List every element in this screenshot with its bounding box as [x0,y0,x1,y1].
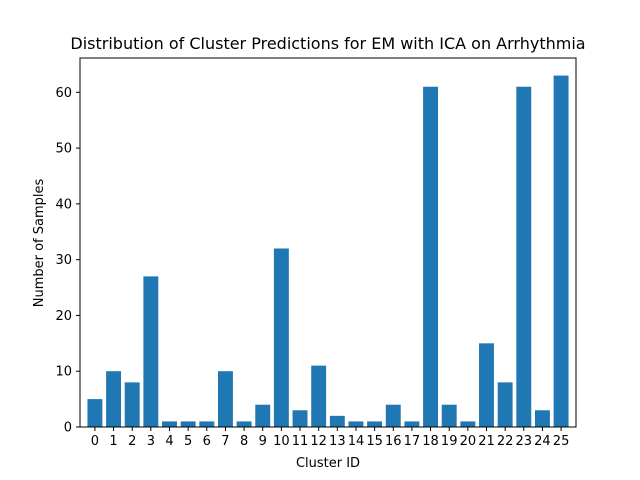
x-tick-label: 9 [259,434,267,449]
y-tick-label: 50 [55,142,72,157]
bar-cluster-17 [404,421,420,427]
bar-cluster-22 [497,382,513,427]
x-tick-label: 19 [441,434,458,449]
x-tick-label: 25 [553,434,570,449]
x-tick-label: 16 [385,434,402,449]
bar-cluster-1 [106,371,122,427]
bar-cluster-19 [441,404,457,427]
x-tick-label: 7 [221,434,229,449]
x-tick-label: 10 [273,434,290,449]
x-tick-label: 17 [404,434,421,449]
bar-cluster-5 [180,421,196,427]
y-tick-label: 40 [55,197,72,212]
bar-cluster-9 [255,404,271,427]
bar-cluster-25 [553,75,569,428]
y-tick-label: 10 [55,365,72,380]
x-axis-ticks: 0 1 2 3 4 5 6 7 8 9 10 11 12 13 14 15 16 17 18 19 20 21 22 23 24… [91,427,570,449]
y-tick-label: 60 [55,86,72,101]
x-tick-label: 21 [478,434,495,449]
y-axis-label: Number of Samples [32,179,47,308]
y-axis-ticks: 0 10 20 30 40 50 60 [55,86,80,436]
bar-cluster-16 [385,404,401,427]
bar-cluster-24 [534,410,550,427]
x-tick-label: 12 [310,434,327,449]
chart-title: Distribution of Cluster Predictions for … [70,34,585,53]
x-tick-label: 20 [460,434,477,449]
x-tick-label: 6 [203,434,211,449]
x-tick-label: 1 [109,434,117,449]
bar-cluster-3 [143,276,159,427]
axes-frame [79,57,577,428]
bar-cluster-12 [311,365,327,427]
x-tick-label: 8 [240,434,248,449]
x-tick-label: 22 [497,434,514,449]
bar-cluster-6 [199,421,215,427]
y-tick-label: 0 [64,421,72,436]
bars-group [87,75,569,428]
x-tick-label: 23 [516,434,533,449]
bar-cluster-2 [124,382,140,427]
x-tick-label: 11 [292,434,309,449]
bar-cluster-8 [236,421,252,427]
bar-cluster-7 [217,371,233,427]
x-tick-label: 18 [422,434,439,449]
x-tick-label: 14 [348,434,365,449]
bar-cluster-13 [329,415,345,427]
bar-cluster-15 [367,421,383,427]
x-tick-label: 2 [128,434,136,449]
y-tick-label: 30 [55,253,72,268]
x-tick-label: 13 [329,434,346,449]
bar-cluster-18 [423,86,439,427]
bar-cluster-11 [292,410,308,427]
bar-cluster-4 [162,421,177,427]
bar-cluster-10 [273,248,289,427]
y-tick-label: 20 [55,309,72,324]
x-tick-label: 3 [147,434,155,449]
x-tick-label: 15 [366,434,383,449]
bar-cluster-23 [516,86,532,427]
bar-cluster-0 [87,399,103,427]
bar-cluster-14 [348,421,364,427]
x-tick-label: 5 [184,434,192,449]
x-tick-label: 0 [91,434,99,449]
x-axis-label: Cluster ID [296,456,360,471]
bar-cluster-21 [479,343,494,427]
bar-cluster-20 [460,421,476,427]
x-tick-label: 4 [165,434,173,449]
x-tick-label: 24 [534,434,551,449]
